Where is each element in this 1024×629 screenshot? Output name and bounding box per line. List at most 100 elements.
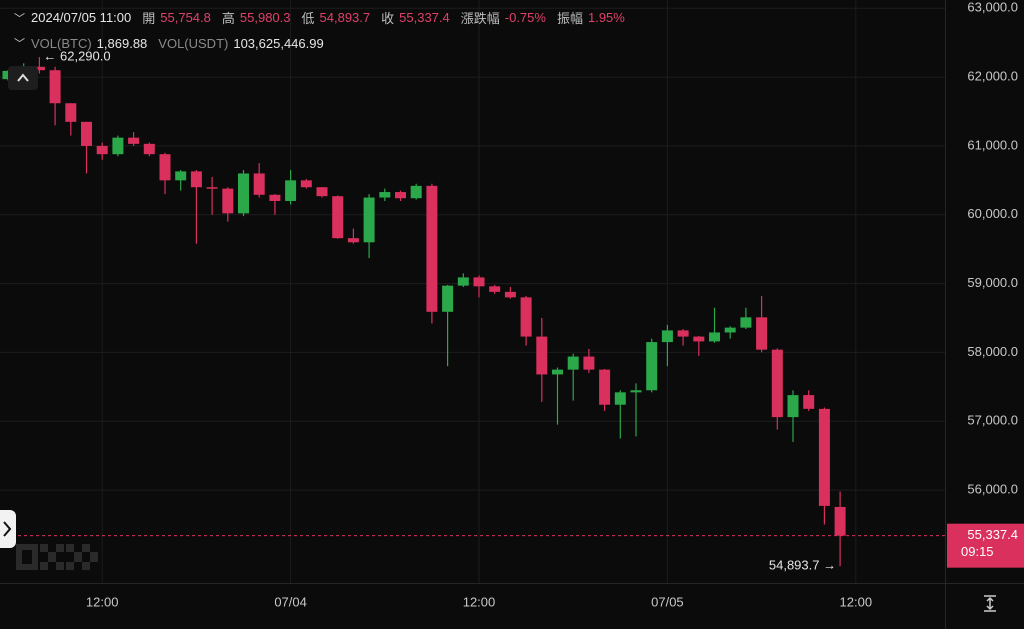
candle-body [112,137,124,155]
candle-body [504,291,516,298]
candle-body [661,330,673,343]
candle-body [442,285,454,312]
field-value: -0.75% [504,10,546,25]
candle-body [599,369,611,405]
header-time: 2024/07/05 11:00 [31,10,132,25]
last-price-tag [947,523,1024,568]
field-value: 54,893.7 [319,10,371,25]
candle-body [96,145,108,155]
candle-body [552,369,563,375]
candle-body [771,349,783,418]
candle-body [143,143,155,155]
candle-body [222,188,234,214]
candle-body [206,187,218,189]
collapse-icon [17,73,29,82]
candle-body [410,185,422,199]
candle-body [756,317,768,350]
field-label: 振幅 [556,11,583,26]
candle-body [363,197,375,243]
field-label: 高 [221,11,235,26]
scale-button[interactable] [984,595,996,612]
candle-body [583,356,595,370]
ohlc-header: ﹀ 2024/07/05 11:00 開 55,754.8 高 55,980.3 低 54… [14,8,631,27]
candle-body [709,332,720,342]
overlay: 55,337.4 09:15 ← 62,290.0 54,893.7 → [0,49,1024,573]
expand-left-icon [3,521,12,537]
candle-body [724,327,736,333]
y-tick-label: 62,000.0 [967,69,1018,84]
candle-body [818,408,830,506]
candle-body [567,356,579,370]
candle-body [49,70,61,104]
candle-body [316,187,328,197]
candle-body [787,395,799,418]
low-marker: 54,893.7 → [769,558,836,573]
okx-logo [16,544,98,570]
candle-body [457,277,469,286]
candle-body [159,154,171,181]
x-tick-label: 12:00 [86,594,119,609]
candle-body [379,192,391,198]
candles [2,57,846,567]
candle-body [473,277,485,287]
candle-body [740,317,752,328]
x-tick-label: 07/04 [274,594,307,609]
candle-body [238,173,249,214]
x-tick-label: 07/05 [651,594,684,609]
candle-body [190,171,202,188]
field-label: 低 [301,11,315,26]
candle-body [803,395,815,409]
x-tick-label: 12:00 [840,594,873,609]
candle-body [646,342,658,391]
volume-label: VOL(USDT) [158,35,229,51]
y-tick-label: 60,000.0 [967,206,1018,221]
high-marker: ← 62,290.0 [43,49,110,64]
candle-body [614,392,626,405]
candle-body [489,286,501,292]
candle-body [536,336,548,375]
candle-body [426,185,438,312]
field-value: 55,980.3 [239,10,291,25]
y-tick-label: 56,000.0 [967,482,1018,497]
field-label: 漲跌幅 [460,11,500,26]
last-price-label: 55,337.4 [967,527,1018,542]
y-tick-label: 57,000.0 [967,413,1018,428]
candle-body [677,330,689,337]
candle-body [834,506,846,536]
y-tick-label: 61,000.0 [967,137,1018,152]
y-tick-label: 59,000.0 [967,275,1018,290]
candle-body [520,297,532,337]
candle-body [65,103,77,122]
field-value: 55,337.4 [399,10,450,25]
field-value: 1.95% [587,10,625,25]
expand-left-button[interactable] [0,510,16,548]
candle-body [81,121,92,146]
candle-body [630,390,642,393]
collapse-button[interactable] [8,66,38,90]
candle-body [300,180,312,188]
candle-body [395,192,406,199]
candle-body [128,137,140,144]
volume-header: ﹀ VOL(BTC) 1,869.88 VOL(USDT) 103,625,446.9… [14,35,330,51]
candle-body [269,194,281,201]
x-tick-label: 12:00 [463,594,496,609]
candle-body [175,171,187,181]
candle-body [33,66,45,71]
candle-body [253,173,265,195]
field-label: 開 [142,11,156,26]
chevron[interactable]: ﹀ [14,38,25,50]
candle-body [332,196,344,239]
volume-value: 103,625,446.99 [233,35,324,51]
chevron[interactable]: ﹀ [14,12,25,25]
field-label: 收 [381,11,395,26]
y-tick-label: 63,000.0 [967,0,1018,15]
candle-body [285,180,297,201]
countdown: 09:15 [961,544,994,559]
candle-body [693,336,705,342]
y-tick-label: 58,000.0 [967,344,1018,359]
field-value: 55,754.8 [160,10,211,25]
volume-value: 1,869.88 [96,35,148,51]
